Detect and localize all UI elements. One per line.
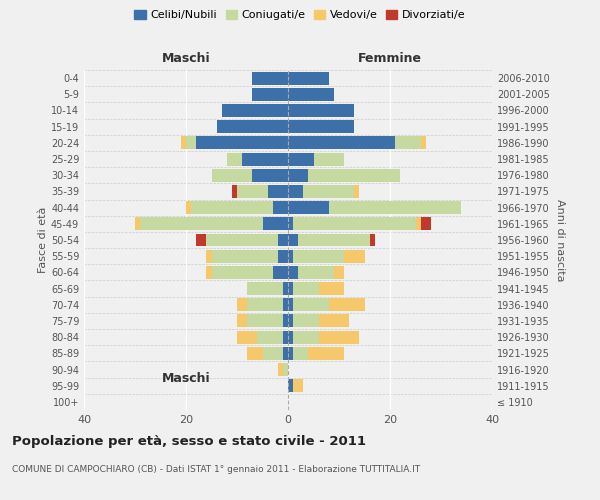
Bar (212, 266, 273, 279)
Bar (232, 185, 237, 198)
Bar (288, 120, 355, 133)
Legend: Celibi/Nubili, Coniugati/e, Vedovi/e, Divorziati/e: Celibi/Nubili, Coniugati/e, Vedovi/e, Di… (130, 6, 470, 25)
Bar (212, 250, 278, 262)
Bar (283, 282, 288, 295)
Bar (283, 298, 288, 311)
Bar (288, 72, 329, 85)
Bar (288, 330, 293, 344)
Bar (278, 363, 283, 376)
Bar (135, 218, 140, 230)
Bar (298, 234, 370, 246)
Bar (304, 185, 355, 198)
Bar (288, 218, 293, 230)
Bar (206, 234, 278, 246)
Bar (237, 330, 257, 344)
Bar (247, 314, 283, 328)
Bar (293, 347, 308, 360)
Bar (253, 72, 288, 85)
Bar (421, 218, 431, 230)
Bar (253, 88, 288, 101)
Bar (217, 120, 288, 133)
Bar (334, 266, 344, 279)
Bar (288, 298, 293, 311)
Bar (196, 234, 206, 246)
Bar (288, 234, 298, 246)
Bar (288, 379, 293, 392)
Bar (283, 330, 288, 344)
Bar (288, 266, 298, 279)
Bar (288, 152, 314, 166)
Y-axis label: Anni di nascita: Anni di nascita (555, 198, 565, 281)
Text: Maschi: Maschi (161, 372, 211, 386)
Bar (191, 201, 273, 214)
Bar (227, 152, 242, 166)
Bar (288, 201, 329, 214)
Bar (293, 379, 304, 392)
Bar (288, 169, 308, 181)
Bar (288, 136, 395, 149)
Bar (308, 169, 400, 181)
Bar (293, 314, 319, 328)
Bar (283, 314, 288, 328)
Bar (242, 152, 288, 166)
Bar (186, 201, 191, 214)
Bar (319, 282, 344, 295)
Bar (237, 314, 247, 328)
Text: Femmine: Femmine (358, 52, 422, 65)
Bar (212, 169, 253, 181)
Bar (263, 347, 283, 360)
Bar (355, 185, 359, 198)
Bar (278, 234, 288, 246)
Bar (278, 250, 288, 262)
Bar (293, 298, 329, 311)
Bar (288, 250, 293, 262)
Bar (293, 218, 416, 230)
Bar (395, 136, 421, 149)
Y-axis label: Fasce di età: Fasce di età (38, 207, 48, 273)
Text: Popolazione per età, sesso e stato civile - 2011: Popolazione per età, sesso e stato civil… (12, 435, 366, 448)
Bar (247, 282, 283, 295)
Bar (288, 347, 293, 360)
Bar (186, 136, 196, 149)
Bar (247, 347, 263, 360)
Bar (257, 330, 283, 344)
Bar (140, 218, 263, 230)
Bar (421, 136, 426, 149)
Bar (268, 185, 288, 198)
Bar (247, 298, 283, 311)
Bar (206, 250, 212, 262)
Bar (283, 347, 288, 360)
Bar (263, 218, 288, 230)
Bar (288, 104, 355, 117)
Bar (206, 266, 212, 279)
Bar (293, 330, 319, 344)
Bar (329, 298, 365, 311)
Bar (283, 363, 288, 376)
Bar (288, 185, 304, 198)
Bar (273, 201, 288, 214)
Bar (237, 185, 268, 198)
Bar (293, 282, 319, 295)
Bar (288, 314, 293, 328)
Bar (416, 218, 421, 230)
Bar (273, 266, 288, 279)
Bar (288, 282, 293, 295)
Text: Maschi: Maschi (161, 52, 211, 65)
Bar (314, 152, 344, 166)
Bar (181, 136, 186, 149)
Bar (222, 104, 288, 117)
Bar (288, 88, 334, 101)
Bar (319, 314, 349, 328)
Bar (319, 330, 359, 344)
Bar (308, 347, 344, 360)
Bar (298, 266, 334, 279)
Bar (329, 201, 461, 214)
Bar (370, 234, 375, 246)
Bar (196, 136, 288, 149)
Bar (344, 250, 365, 262)
Bar (237, 298, 247, 311)
Text: COMUNE DI CAMPOCHIARO (CB) - Dati ISTAT 1° gennaio 2011 - Elaborazione TUTTITALI: COMUNE DI CAMPOCHIARO (CB) - Dati ISTAT … (12, 465, 420, 474)
Bar (293, 250, 344, 262)
Bar (253, 169, 288, 181)
